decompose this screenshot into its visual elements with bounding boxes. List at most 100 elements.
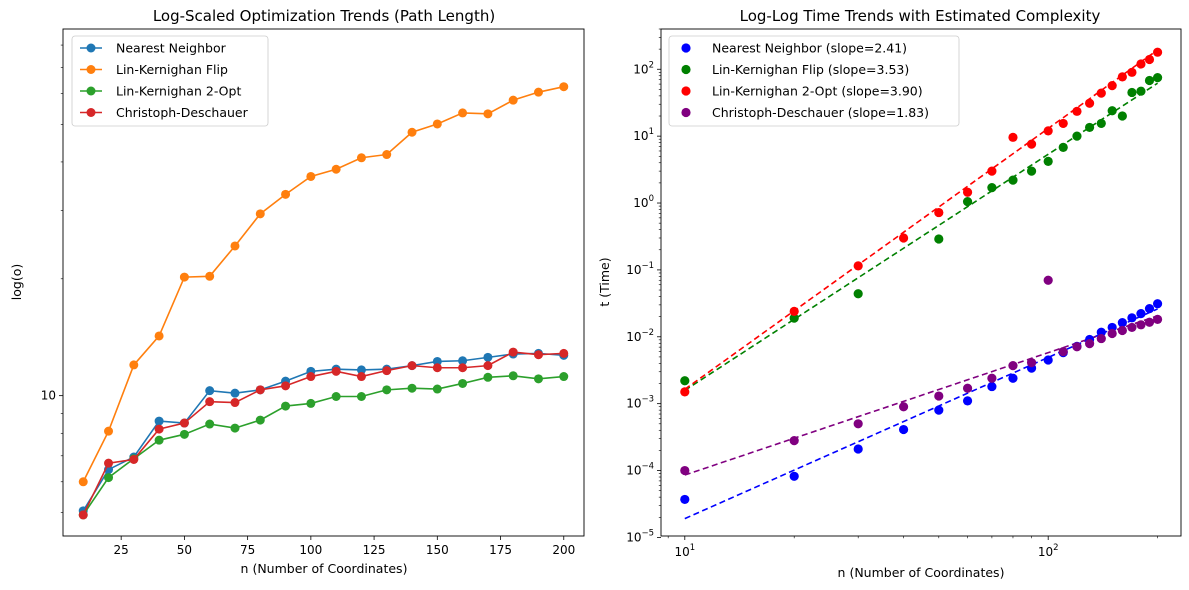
left-series-point [407, 127, 417, 137]
left-legend-swatch-marker [86, 65, 96, 74]
left-series-point [331, 392, 341, 402]
right-series-point [1107, 328, 1117, 339]
left-series-point [281, 381, 291, 391]
left-y-axis-label: log(o) [9, 264, 24, 300]
left-series-point [281, 401, 291, 411]
right-y-tick-label: 10−5 [626, 528, 654, 544]
left-legend-swatch-marker [86, 43, 96, 53]
right-series-point [789, 313, 799, 323]
left-series-point [205, 397, 215, 407]
left-legend: Nearest Neighbor Lin-Kernighan Flip Lin-Ke… [71, 35, 269, 127]
right-series-point [1117, 111, 1127, 121]
right-x-tick-label: 102 [1038, 543, 1059, 559]
left-x-tick-label: 50 [177, 543, 192, 557]
right-series-point [789, 471, 799, 481]
right-series-point [1127, 87, 1137, 98]
left-series-point [104, 426, 114, 436]
right-series-point [1107, 106, 1117, 116]
right-series-point [853, 289, 863, 299]
left-series-point [230, 241, 240, 251]
left-series-point [458, 108, 468, 118]
left-series-point [407, 383, 417, 393]
right-legend-label: Lin-Kernighan Flip (slope=3.53) [712, 62, 909, 77]
right-legend-swatch-marker [681, 86, 691, 96]
left-series-point [179, 429, 189, 439]
right-series-point [1144, 75, 1155, 86]
right-x-tick-label-base: 10 [1038, 545, 1053, 559]
right-series-point [962, 197, 973, 207]
left-series-point [78, 510, 88, 520]
right-series-point [1043, 126, 1053, 136]
right-series-point [680, 465, 690, 476]
left-series-point [483, 361, 493, 371]
left-series-point [533, 350, 543, 360]
left-series-point [129, 454, 139, 464]
left-series-point [458, 356, 468, 366]
right-y-tick-label: 10−4 [626, 462, 654, 478]
right-series-point [1058, 118, 1068, 129]
right-y-tick-label: 100 [633, 194, 654, 210]
left-series-point [306, 171, 316, 181]
left-axes-frame [62, 28, 585, 537]
right-y-tick-label: 10−2 [626, 328, 654, 344]
right-series-point [1107, 80, 1117, 91]
right-series-point [1127, 313, 1137, 323]
left-series-point [129, 360, 139, 370]
right-y-tick-label-base: 10 [626, 330, 641, 344]
right-series-point [1117, 325, 1127, 336]
right-series-point [1084, 339, 1095, 349]
right-y-tick-label-exponent: −2 [641, 328, 654, 338]
right-series-point [1043, 275, 1053, 285]
right-series-point [1043, 156, 1053, 166]
left-series-point [382, 150, 392, 160]
left-series-point [154, 424, 164, 434]
left-series-point [104, 473, 114, 483]
right-series-point [934, 391, 944, 401]
right-series-point [1026, 358, 1037, 368]
left-series-point [407, 361, 417, 371]
left-series-point [382, 385, 392, 395]
right-series-point [1152, 299, 1163, 309]
left-series-point [205, 271, 215, 281]
right-x-tick-label-exponent: 2 [1053, 543, 1058, 553]
right-y-tick-label-base: 10 [633, 196, 648, 210]
left-series-point [356, 153, 366, 163]
right-y-tick-label-exponent: −1 [641, 261, 654, 271]
left-x-tick-label: 200 [552, 543, 575, 557]
right-series-point [898, 424, 909, 435]
right-legend-swatch-marker [681, 43, 691, 53]
right-series-point [853, 419, 863, 429]
left-legend-box [71, 35, 269, 127]
left-chart: Log-Scaled Optimization Trends (Path Len… [9, 7, 585, 576]
left-series-point [230, 398, 240, 408]
right-series-point [1152, 314, 1163, 324]
right-series-point [853, 261, 863, 271]
right-y-tick-label-exponent: −5 [641, 528, 654, 538]
right-y-tick-label-base: 10 [633, 62, 648, 76]
left-series-point [382, 366, 392, 376]
right-y-axis-label: t (Time) [597, 257, 612, 306]
left-series-point [179, 272, 189, 282]
right-series-point [1026, 139, 1037, 149]
left-series-point [508, 347, 518, 357]
right-series-point [1136, 309, 1146, 319]
right-series-point [1058, 142, 1068, 152]
left-series-point [230, 423, 240, 433]
left-series-point [255, 209, 265, 219]
left-legend-label: Nearest Neighbor [116, 41, 227, 56]
right-legend: Nearest Neighbor (slope=2.41) Lin-Kernigh… [668, 35, 960, 127]
right-y-tick-label-base: 10 [626, 397, 641, 411]
left-series-point [331, 366, 341, 376]
right-series-point [1096, 327, 1106, 337]
right-fit-line [684, 49, 1159, 390]
left-series-point [331, 164, 341, 174]
right-series-point [1008, 361, 1018, 371]
left-series-point [559, 82, 569, 92]
right-series-point [1084, 98, 1095, 108]
right-y-tick-label: 101 [633, 127, 654, 143]
left-series-point [356, 365, 366, 375]
right-series-point [1072, 342, 1082, 352]
left-series-point [78, 477, 88, 487]
left-series-point [205, 386, 215, 396]
